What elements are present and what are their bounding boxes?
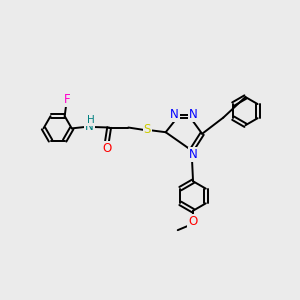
Text: O: O [102, 142, 111, 154]
Text: N: N [189, 148, 197, 161]
Text: O: O [188, 215, 198, 228]
Text: H: H [87, 116, 95, 125]
Text: N: N [85, 120, 94, 134]
Text: N: N [170, 108, 179, 121]
Text: S: S [144, 123, 151, 136]
Text: N: N [189, 108, 197, 121]
Text: F: F [63, 93, 70, 106]
